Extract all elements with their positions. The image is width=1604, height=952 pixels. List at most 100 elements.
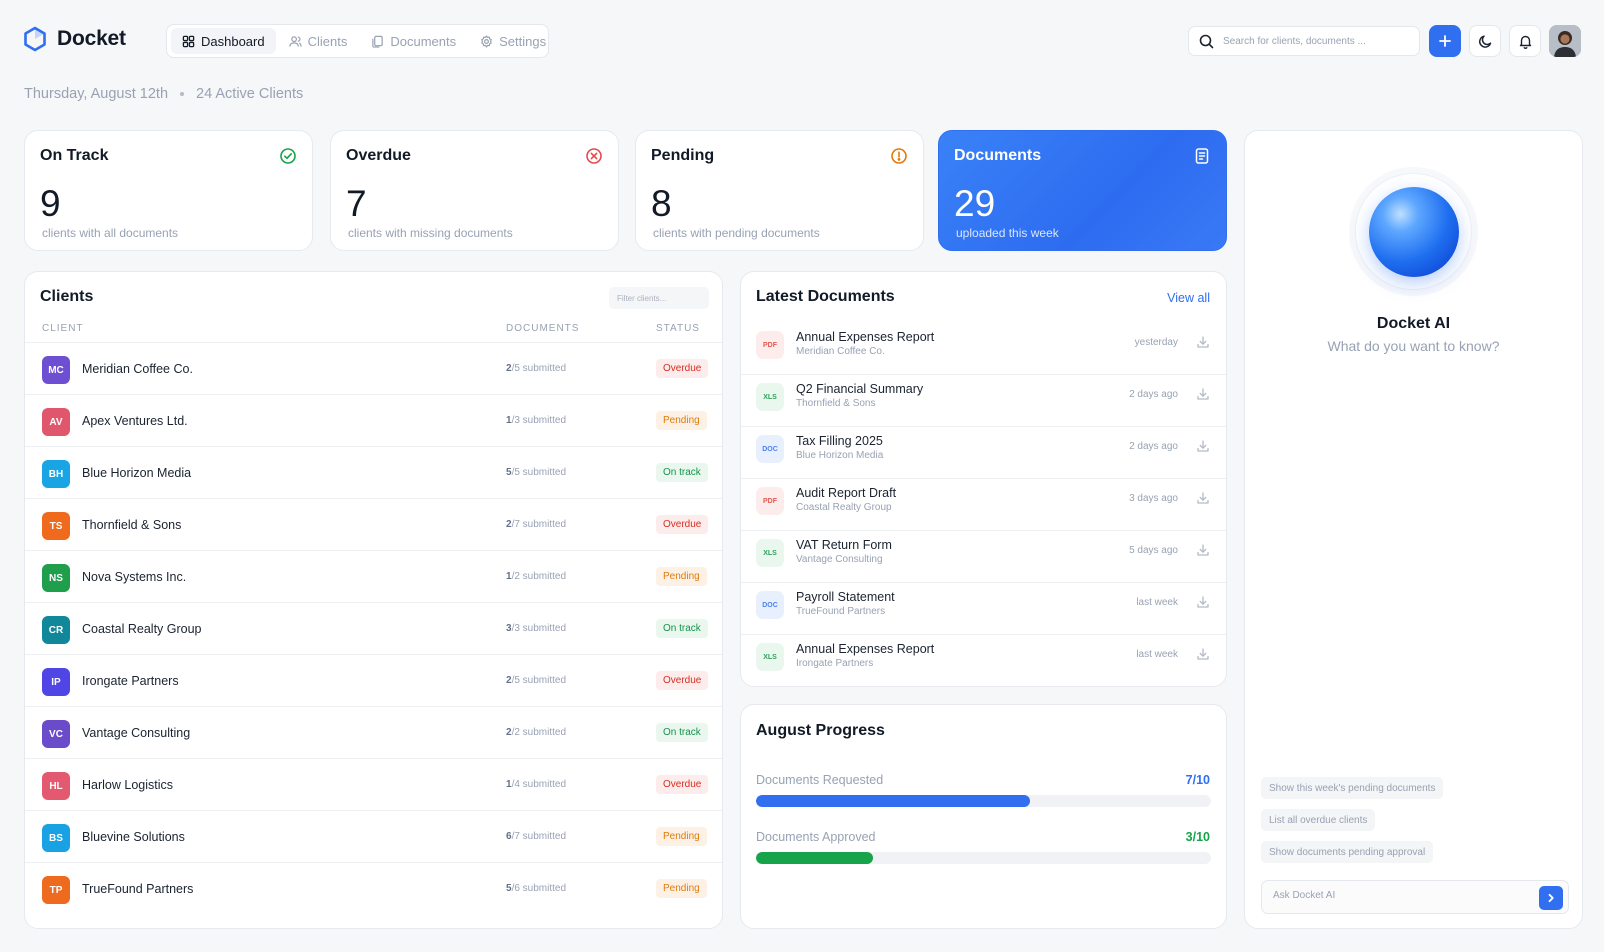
list-item[interactable]: PDF Audit Report Draft Coastal Realty Grou…: [741, 479, 1226, 531]
send-button[interactable]: [1539, 886, 1563, 910]
table-row[interactable]: HL Harlow Logistics 1/4 submitted Overdue: [25, 759, 722, 811]
column-header-documents[interactable]: DOCUMENTS: [506, 323, 580, 334]
client-name[interactable]: Bluevine Solutions: [82, 830, 185, 844]
documents-count: 5/6 submitted: [506, 883, 566, 894]
download-icon[interactable]: [1196, 595, 1210, 609]
documents-done: 1: [506, 779, 512, 790]
current-date: Thursday, August 12th: [24, 86, 169, 102]
client-name[interactable]: Irongate Partners: [82, 674, 179, 688]
nav-dashboard-label: Dashboard: [201, 33, 265, 49]
client-name[interactable]: Vantage Consulting: [82, 726, 191, 740]
table-row[interactable]: AV Apex Ventures Ltd. 1/3 submitted Pending: [25, 395, 722, 447]
file-type-icon: PDF: [756, 331, 784, 359]
table-row[interactable]: CR Coastal Realty Group 3/3 submitted On tr…: [25, 603, 722, 655]
documents-done: 2: [506, 519, 512, 530]
logo[interactable]: Docket: [23, 26, 126, 52]
client-initials-avatar: VC: [42, 720, 70, 748]
client-name[interactable]: Coastal Realty Group: [82, 622, 202, 636]
stat-card-on-track[interactable]: On Track 9 clients with all documents: [24, 130, 313, 251]
documents-done: 2: [506, 727, 512, 738]
table-row[interactable]: TP TrueFound Partners 5/6 submitted Pendin…: [25, 863, 722, 915]
document-client: Irongate Partners: [796, 658, 874, 669]
documents-done: 1: [506, 571, 512, 582]
documents-count: 1/4 submitted: [506, 779, 566, 790]
view-all-link[interactable]: View all: [1167, 291, 1210, 305]
list-item[interactable]: DOC Tax Filling 2025 Blue Horizon Media 2 d…: [741, 427, 1226, 479]
notifications-button[interactable]: [1509, 25, 1541, 57]
nav-clients[interactable]: Clients: [278, 28, 359, 54]
document-name[interactable]: Q2 Financial Summary: [796, 382, 924, 396]
client-name[interactable]: Meridian Coffee Co.: [82, 362, 193, 376]
filter-clients-input[interactable]: [609, 287, 709, 309]
column-header-status[interactable]: STATUS: [656, 323, 700, 334]
documents-done: 2: [506, 363, 512, 374]
theme-toggle-button[interactable]: [1469, 25, 1501, 57]
progress-label-approved: Documents Approved: [756, 830, 876, 844]
search-input[interactable]: [1223, 35, 1403, 47]
docket-ai-panel: Docket AI What do you want to know? Show…: [1244, 130, 1583, 929]
documents-total: /4 submitted: [511, 779, 567, 790]
table-row[interactable]: VC Vantage Consulting 2/2 submitted On trac…: [25, 707, 722, 759]
suggestion-chip[interactable]: List all overdue clients: [1261, 809, 1376, 831]
nav-settings[interactable]: Settings: [469, 28, 557, 54]
client-name[interactable]: TrueFound Partners: [82, 882, 194, 896]
status-badge: Pending: [656, 827, 707, 846]
download-icon[interactable]: [1196, 387, 1210, 401]
list-item[interactable]: XLS Annual Expenses Report Irongate Partne…: [741, 635, 1226, 687]
client-name[interactable]: Nova Systems Inc.: [82, 570, 187, 584]
table-row[interactable]: NS Nova Systems Inc. 1/2 submitted Pending: [25, 551, 722, 603]
alert-circle-icon: [891, 148, 907, 164]
document-name[interactable]: Payroll Statement: [796, 590, 895, 604]
documents-count: 1/2 submitted: [506, 571, 566, 582]
stat-title: Pending: [651, 147, 715, 164]
stat-card-pending[interactable]: Pending 8 clients with pending documents: [635, 130, 924, 251]
nav-dashboard[interactable]: Dashboard: [171, 28, 276, 54]
stat-value: 7: [346, 183, 367, 224]
documents-total: /5 submitted: [511, 467, 567, 478]
document-name[interactable]: Annual Expenses Report: [796, 330, 935, 344]
document-time: 2 days ago: [1129, 389, 1178, 400]
table-row[interactable]: MC Meridian Coffee Co. 2/5 submitted Overdu…: [25, 343, 722, 395]
x-circle-icon: [586, 148, 602, 164]
suggestion-chip[interactable]: Show documents pending approval: [1261, 841, 1434, 863]
stat-card-overdue[interactable]: Overdue 7 clients with missing documents: [330, 130, 619, 251]
client-name[interactable]: Thornfield & Sons: [82, 518, 182, 532]
download-icon[interactable]: [1196, 491, 1210, 505]
status-badge: Overdue: [656, 515, 709, 534]
table-row[interactable]: TS Thornfield & Sons 2/7 submitted Overdue: [25, 499, 722, 551]
documents-done: 3: [506, 623, 512, 634]
column-header-client[interactable]: CLIENT: [42, 323, 84, 334]
document-name[interactable]: Audit Report Draft: [796, 486, 897, 500]
list-item[interactable]: DOC Payroll Statement TrueFound Partners la…: [741, 583, 1226, 635]
bell-icon: [1519, 35, 1531, 49]
search-bar: [1188, 26, 1420, 56]
user-avatar[interactable]: [1549, 25, 1581, 57]
client-name[interactable]: Blue Horizon Media: [82, 466, 192, 480]
add-button[interactable]: [1429, 25, 1461, 57]
document-time: last week: [1136, 649, 1178, 660]
table-row[interactable]: IP Irongate Partners 2/5 submitted Overdue: [25, 655, 722, 707]
document-name[interactable]: VAT Return Form: [796, 538, 892, 552]
document-name[interactable]: Annual Expenses Report: [796, 642, 935, 656]
file-type-icon: PDF: [756, 487, 784, 515]
list-item[interactable]: XLS VAT Return Form Vantage Consulting 5 da…: [741, 531, 1226, 583]
table-row[interactable]: BS Bluevine Solutions 6/7 submitted Pending: [25, 811, 722, 863]
document-name[interactable]: Tax Filling 2025: [796, 434, 883, 448]
client-name[interactable]: Apex Ventures Ltd.: [82, 414, 188, 428]
table-row[interactable]: BH Blue Horizon Media 5/5 submitted On trac…: [25, 447, 722, 499]
client-name[interactable]: Harlow Logistics: [82, 778, 174, 792]
download-icon[interactable]: [1196, 439, 1210, 453]
stat-card-documents[interactable]: Documents 29 uploaded this week: [938, 130, 1227, 251]
nav-documents[interactable]: Documents: [360, 28, 467, 54]
download-icon[interactable]: [1196, 335, 1210, 349]
main-nav: Dashboard Clients Documents Settings: [166, 24, 549, 58]
download-icon[interactable]: [1196, 647, 1210, 661]
status-badge: On track: [656, 723, 708, 742]
list-item[interactable]: XLS Q2 Financial Summary Thornfield & Sons…: [741, 375, 1226, 427]
suggestion-chip[interactable]: Show this week's pending documents: [1261, 777, 1444, 799]
stat-title: Overdue: [346, 147, 411, 164]
list-item[interactable]: PDF Annual Expenses Report Meridian Coffee…: [741, 323, 1226, 375]
client-initials-avatar: IP: [42, 668, 70, 696]
ask-ai-input[interactable]: [1273, 890, 1533, 901]
download-icon[interactable]: [1196, 543, 1210, 557]
